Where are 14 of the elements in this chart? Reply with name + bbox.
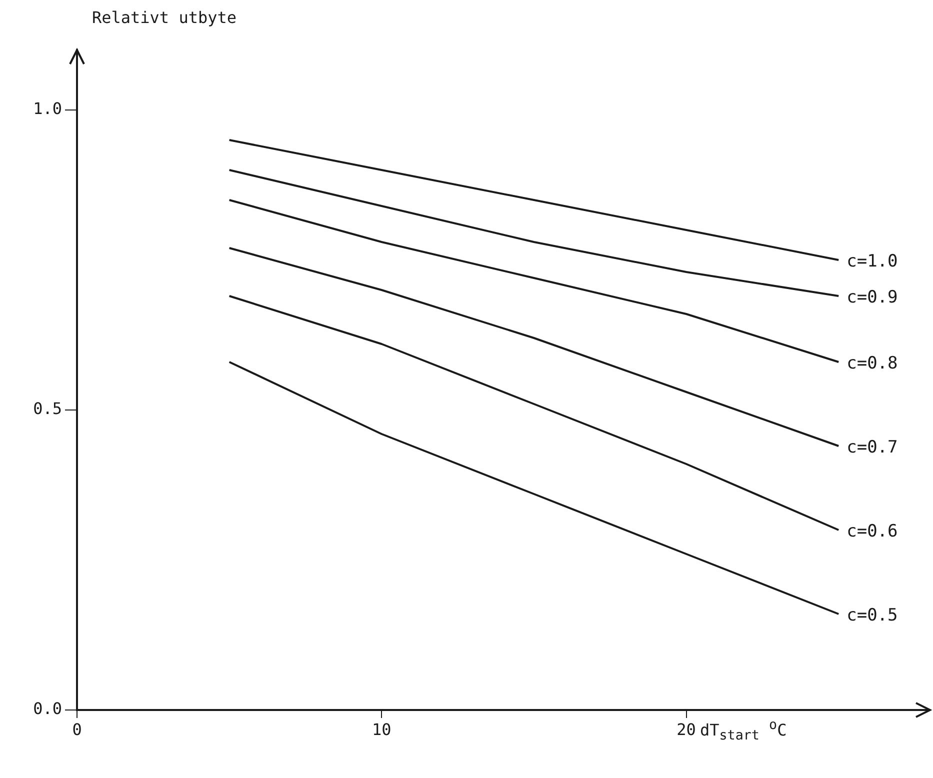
x-tick-label: 0 — [72, 720, 82, 739]
y-tick-label: 1.0 — [33, 99, 62, 118]
series-label: c=0.7 — [846, 437, 898, 458]
series-label: c=0.5 — [846, 605, 898, 626]
series-label: c=0.8 — [846, 353, 898, 374]
series-label: c=1.0 — [846, 251, 898, 272]
x-tick-label: 20 — [676, 720, 696, 739]
x-axis-title: dT$_{start}$ $^{o}$C — [700, 718, 787, 744]
series-label: c=0.6 — [846, 521, 898, 542]
series-label: c=0.9 — [846, 287, 898, 308]
x-tick-label: 10 — [372, 720, 392, 739]
y-tick-label: 0.5 — [33, 399, 62, 418]
y-tick-label: 0.0 — [33, 699, 62, 718]
y-axis-title: Relativt utbyte — [92, 8, 236, 27]
